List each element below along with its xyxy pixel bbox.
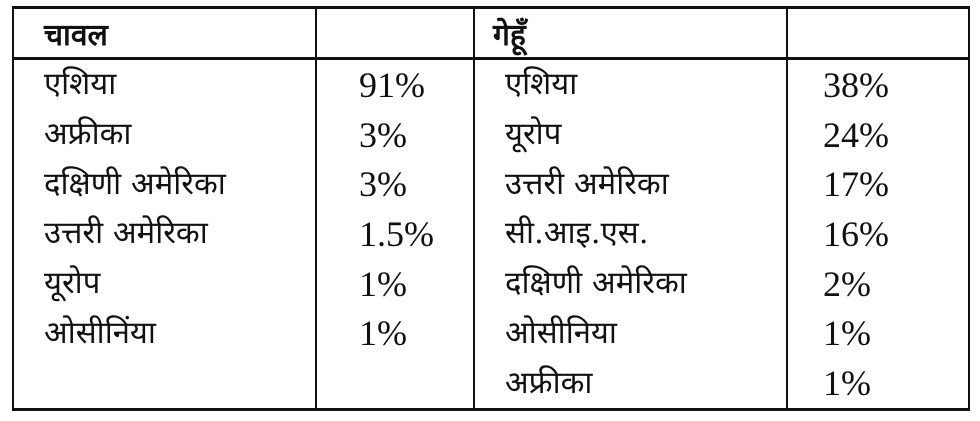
- wheat-region-cell: दक्षिणी अमेरिका: [473, 258, 788, 309]
- rice-region-cell: दक्षिणी अमेरिका: [12, 159, 317, 210]
- rice-value-cell: 3%: [315, 159, 475, 210]
- rice-region-cell: एशिया: [12, 58, 317, 110]
- wheat-region-cell: यूरोप: [473, 109, 788, 160]
- production-table-wrapper: चावल गेहूँ एशिया 91% एशिया 38% अफ्रीका 3…: [12, 6, 970, 412]
- wheat-region-cell: एशिया: [473, 58, 788, 110]
- rice-value-cell: 91%: [315, 58, 475, 110]
- wheat-region-cell: अफ्रीका: [473, 358, 788, 412]
- header-rice: चावल: [12, 6, 317, 60]
- table-row: उत्तरी अमेरिका 1.5% सी.आइ.एस. 16%: [12, 209, 970, 259]
- rice-value-cell: 1%: [315, 258, 475, 309]
- wheat-value-cell: 16%: [786, 209, 970, 259]
- table-row: अफ्रीका 3% यूरोप 24%: [12, 109, 970, 160]
- wheat-region-cell: ओसीनिया: [473, 308, 788, 359]
- wheat-value-cell: 38%: [786, 58, 970, 110]
- wheat-value-cell: 2%: [786, 258, 970, 309]
- table-row: ओसीनिंया 1% ओसीनिया 1%: [12, 308, 970, 359]
- header-rice-value: [315, 6, 475, 60]
- table-row: दक्षिणी अमेरिका 3% उत्तरी अमेरिका 17%: [12, 159, 970, 210]
- wheat-region-cell: उत्तरी अमेरिका: [473, 159, 788, 210]
- rice-region-cell: [12, 358, 317, 412]
- rice-region-cell: ओसीनिंया: [12, 308, 317, 359]
- header-wheat-value: [786, 6, 970, 60]
- table-header-row: चावल गेहूँ: [12, 6, 970, 60]
- wheat-value-cell: 24%: [786, 109, 970, 160]
- header-wheat: गेहूँ: [473, 6, 788, 60]
- rice-region-cell: उत्तरी अमेरिका: [12, 209, 317, 259]
- table-row: यूरोप 1% दक्षिणी अमेरिका 2%: [12, 258, 970, 309]
- rice-value-cell: 1%: [315, 308, 475, 359]
- rice-region-cell: यूरोप: [12, 258, 317, 309]
- wheat-value-cell: 1%: [786, 308, 970, 359]
- wheat-value-cell: 17%: [786, 159, 970, 210]
- rice-value-cell: [315, 358, 475, 412]
- table-row: एशिया 91% एशिया 38%: [12, 58, 970, 110]
- table-row: अफ्रीका 1%: [12, 358, 970, 412]
- rice-value-cell: 3%: [315, 109, 475, 160]
- rice-region-cell: अफ्रीका: [12, 109, 317, 160]
- wheat-value-cell: 1%: [786, 358, 970, 412]
- rice-value-cell: 1.5%: [315, 209, 475, 259]
- rice-wheat-production-table: चावल गेहूँ एशिया 91% एशिया 38% अफ्रीका 3…: [12, 6, 970, 412]
- wheat-region-cell: सी.आइ.एस.: [473, 209, 788, 259]
